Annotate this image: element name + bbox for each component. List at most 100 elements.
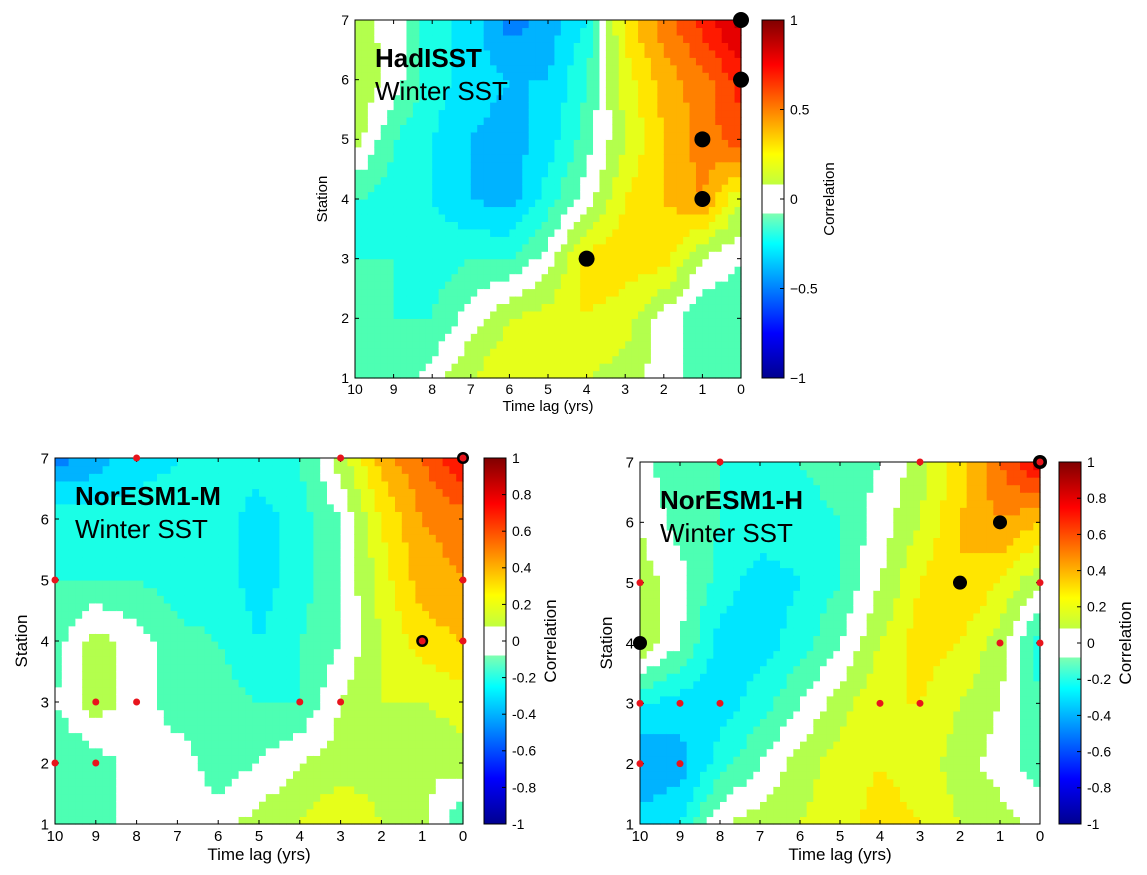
heatmap-cell bbox=[477, 109, 485, 118]
heatmap-cell bbox=[68, 793, 76, 802]
heatmap-cell bbox=[320, 534, 328, 543]
heatmap-cell bbox=[541, 57, 549, 66]
heatmap-cell bbox=[306, 480, 314, 490]
heatmap-cell bbox=[457, 34, 465, 43]
heatmap-cell bbox=[535, 42, 543, 51]
heatmap-cell bbox=[490, 20, 498, 29]
heatmap-cell bbox=[522, 139, 530, 148]
heatmap-cell bbox=[129, 602, 138, 612]
heatmap-cell bbox=[528, 288, 536, 297]
heatmap-cell bbox=[683, 228, 691, 237]
heatmap-cell bbox=[61, 557, 70, 566]
heatmap-cell bbox=[573, 363, 581, 372]
heatmap-cell bbox=[184, 526, 192, 535]
heatmap-cell bbox=[293, 625, 301, 634]
heatmap-cell bbox=[109, 732, 117, 741]
heatmap-cell bbox=[631, 206, 639, 215]
heatmap-cell bbox=[116, 549, 124, 558]
heatmap-cell bbox=[177, 503, 185, 512]
heatmap-cell bbox=[361, 169, 369, 178]
heatmap-cell bbox=[477, 370, 485, 379]
heatmap-cell bbox=[573, 34, 581, 43]
heatmap-cell bbox=[599, 20, 607, 29]
heatmap-cell bbox=[573, 49, 581, 58]
heatmap-cell bbox=[515, 184, 523, 193]
heatmap-cell bbox=[184, 496, 192, 505]
heatmap-cell bbox=[170, 572, 178, 581]
heatmap-cell bbox=[129, 625, 138, 634]
heatmap-cell bbox=[123, 541, 131, 551]
heatmap-cell bbox=[400, 161, 408, 170]
heatmap-cell bbox=[554, 236, 562, 245]
heatmap-cell bbox=[638, 72, 646, 81]
heatmap-cell bbox=[580, 340, 588, 349]
heatmap-cell bbox=[272, 595, 280, 604]
heatmap-cell bbox=[567, 116, 575, 126]
heatmap-cell bbox=[554, 295, 562, 305]
heatmap-cell bbox=[419, 64, 427, 73]
heatmap-cell bbox=[695, 87, 703, 96]
heatmap-cell bbox=[163, 503, 172, 512]
heatmap-cell bbox=[272, 473, 280, 482]
heatmap-cell bbox=[599, 281, 607, 290]
heatmap-cell bbox=[340, 801, 348, 810]
heatmap-cell bbox=[143, 480, 151, 490]
heatmap-cell bbox=[123, 663, 131, 673]
heatmap-cell bbox=[102, 503, 110, 512]
heatmap-cell bbox=[272, 763, 280, 772]
heatmap-cell bbox=[55, 717, 63, 726]
heatmap-cell bbox=[272, 778, 280, 787]
heatmap-cell bbox=[425, 295, 433, 305]
heatmap-cell bbox=[95, 572, 104, 581]
heatmap-cell bbox=[689, 273, 697, 282]
heatmap-cell bbox=[676, 251, 684, 260]
heatmap-cell bbox=[272, 679, 280, 688]
heatmap-cell bbox=[683, 221, 691, 230]
heatmap-cell bbox=[75, 610, 83, 619]
heatmap-cell bbox=[683, 340, 691, 349]
heatmap-cell bbox=[515, 49, 523, 58]
heatmap-cell bbox=[625, 27, 633, 36]
heatmap-cell bbox=[650, 258, 658, 267]
heatmap-cell bbox=[225, 519, 233, 528]
heatmap-cell bbox=[715, 176, 723, 185]
heatmap-cell bbox=[55, 526, 63, 535]
heatmap-cell bbox=[477, 288, 485, 297]
heatmap-cell bbox=[61, 587, 70, 596]
heatmap-cell bbox=[605, 109, 613, 118]
heatmap-cell bbox=[728, 139, 736, 148]
heatmap-cell bbox=[68, 679, 76, 688]
heatmap-cell bbox=[68, 648, 76, 657]
heatmap-cell bbox=[204, 519, 212, 528]
heatmap-cell bbox=[299, 816, 308, 825]
heatmap-cell bbox=[457, 228, 465, 237]
heatmap-cell bbox=[163, 671, 172, 680]
heatmap-cell bbox=[299, 580, 308, 589]
heatmap-cell bbox=[89, 526, 97, 535]
heatmap-cell bbox=[535, 355, 543, 364]
heatmap-cell bbox=[218, 763, 226, 772]
heatmap-cell bbox=[541, 42, 549, 51]
heatmap-cell bbox=[82, 724, 90, 734]
heatmap-cell bbox=[380, 109, 388, 118]
heatmap-cell bbox=[457, 258, 465, 267]
heatmap-cell bbox=[211, 671, 219, 680]
heatmap-cell bbox=[163, 564, 172, 573]
heatmap-cell bbox=[708, 87, 716, 96]
heatmap-cell bbox=[535, 258, 543, 267]
heatmap-cell bbox=[425, 176, 433, 185]
heatmap-cell bbox=[380, 348, 388, 357]
heatmap-cell bbox=[638, 206, 646, 215]
heatmap-cell bbox=[683, 57, 691, 66]
heatmap-cell bbox=[380, 161, 388, 170]
heatmap-cell bbox=[238, 633, 246, 642]
heatmap-cell bbox=[548, 243, 556, 252]
colorbar-label: Correlation bbox=[821, 162, 838, 235]
heatmap-cell bbox=[419, 325, 427, 334]
heatmap-cell bbox=[116, 572, 124, 581]
heatmap-cell bbox=[293, 709, 301, 718]
heatmap-cell bbox=[406, 42, 414, 51]
heatmap-cell bbox=[61, 785, 70, 795]
heatmap-cell bbox=[496, 124, 504, 133]
heatmap-cell bbox=[625, 184, 633, 193]
